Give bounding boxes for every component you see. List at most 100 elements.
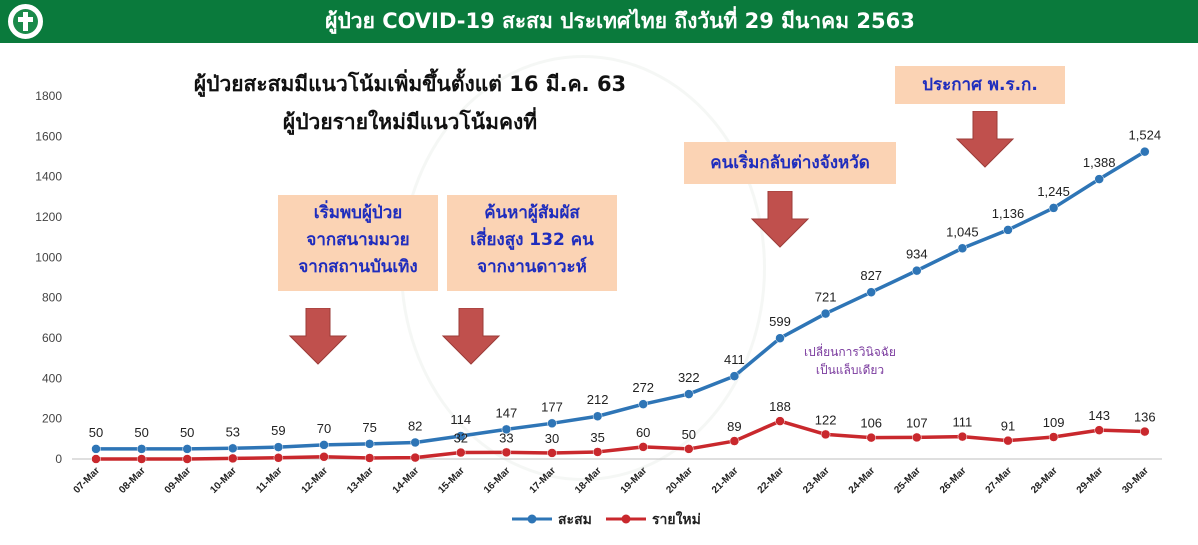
series-new: 32 33 30 35 60 50 89 188 122 106 107 111 91 109 143 136 <box>91 399 1156 464</box>
x-tick-label: 16-Mar <box>482 465 513 496</box>
data-point <box>182 454 192 464</box>
series-line <box>96 419 1145 461</box>
note-line: เปลี่ยนการวินิจฉัย <box>804 345 896 359</box>
data-point <box>319 452 329 462</box>
data-label: 1,388 <box>1083 155 1116 170</box>
callout-return-provinces: คนเริ่มกลับต่างจังหวัด <box>684 142 896 184</box>
data-label: 35 <box>590 430 604 445</box>
data-point <box>273 453 284 463</box>
x-tick-label: 13-Mar <box>345 465 376 496</box>
y-tick-label: 1400 <box>35 170 62 184</box>
data-label: 32 <box>454 431 468 446</box>
legend-label: รายใหม่ <box>652 510 701 528</box>
x-tick-label: 28-Mar <box>1029 465 1060 496</box>
data-point <box>136 454 147 464</box>
page-title: ผู้ป่วย COVID-19 สะสม ประเทศไทย ถึงวันที… <box>325 9 915 33</box>
data-label: 721 <box>815 290 837 305</box>
x-tick-label: 08-Mar <box>117 465 148 496</box>
down-arrow-icon <box>288 308 348 365</box>
data-label: 50 <box>134 425 148 440</box>
data-label: 143 <box>1088 408 1110 423</box>
legend-swatch-marker <box>621 514 631 524</box>
data-label: 1,136 <box>992 206 1025 221</box>
y-tick-label: 1600 <box>35 129 62 143</box>
data-point <box>912 432 922 443</box>
data-point <box>684 389 694 399</box>
data-point <box>136 444 147 454</box>
callout-boxing-stadium: เริ่มพบผู้ป่วย จากสนามมวย จากสถานบันเทิง <box>278 195 438 291</box>
x-axis: 07-Mar 08-Mar 09-Mar 10-Mar 11-Mar 12-Mar 13-M… <box>72 458 1162 496</box>
data-point <box>1048 432 1059 442</box>
data-label: 50 <box>180 425 194 440</box>
x-tick-label: 26-Mar <box>938 465 969 496</box>
callout-emergency-decree: ประกาศ พ.ร.ก. <box>895 66 1065 104</box>
data-label: 188 <box>769 399 791 414</box>
data-point <box>228 453 238 464</box>
legend-item: รายใหม่ <box>606 510 701 528</box>
data-point <box>1094 174 1104 184</box>
data-label: 147 <box>496 405 518 420</box>
data-point <box>820 429 831 440</box>
x-tick-label: 07-Mar <box>72 465 103 496</box>
data-point <box>592 411 603 421</box>
data-label: 70 <box>317 421 331 436</box>
y-tick-label: 1200 <box>35 210 62 224</box>
data-point <box>273 442 284 452</box>
data-label: 50 <box>89 425 103 440</box>
data-label: 411 <box>724 352 745 367</box>
x-tick-label: 11-Mar <box>254 465 284 495</box>
y-axis: 0 200 400 600 800 1000 1200 1400 1600 1800 <box>35 89 62 466</box>
data-label: 322 <box>678 370 700 385</box>
data-label: 107 <box>906 415 928 430</box>
data-point <box>638 399 648 409</box>
data-label: 60 <box>636 425 650 440</box>
y-tick-label: 1800 <box>35 89 62 103</box>
y-tick-label: 1000 <box>35 250 62 264</box>
data-label: 59 <box>271 423 285 438</box>
callout-line: จากสถานบันเทิง <box>298 257 418 277</box>
x-tick-label: 17-Mar <box>528 465 559 496</box>
callout-line: เสี่ยงสูง 132 คน <box>470 230 594 250</box>
data-label: 1,045 <box>946 224 979 239</box>
note-line: เป็นแล็บเดียว <box>815 363 885 377</box>
legend-label: สะสม <box>558 512 592 528</box>
data-label: 212 <box>587 392 609 407</box>
heading-new-trend: ผู้ป่วยรายใหม่มีแนวโน้มคงที่ <box>282 110 538 134</box>
callout-line: ค้นหาผู้สัมผัส <box>484 203 580 223</box>
x-tick-label: 15-Mar <box>436 465 467 496</box>
data-point <box>1003 225 1013 235</box>
data-label: 177 <box>541 399 563 414</box>
ministry-logo-icon <box>6 2 45 41</box>
data-point <box>91 444 101 454</box>
data-point <box>547 448 557 458</box>
data-point <box>319 440 329 450</box>
data-point <box>1048 203 1059 213</box>
data-label: 30 <box>545 431 559 446</box>
legend-item: สะสม <box>512 512 592 528</box>
data-point <box>866 287 876 297</box>
data-point <box>410 452 420 463</box>
chart-legend: สะสม รายใหม่ <box>512 510 701 528</box>
data-point <box>547 418 557 429</box>
data-point <box>866 432 876 443</box>
legend-swatch-marker <box>527 514 537 524</box>
y-tick-label: 600 <box>42 331 62 345</box>
data-label: 91 <box>1001 419 1015 434</box>
data-label: 50 <box>682 427 696 442</box>
header-bar: ผู้ป่วย COVID-19 สะสม ประเทศไทย ถึงวันที… <box>0 0 1198 43</box>
data-label: 272 <box>632 380 654 395</box>
data-point <box>775 416 785 426</box>
x-tick-label: 30-Mar <box>1120 465 1151 496</box>
data-point <box>91 454 101 464</box>
series-layer: 50 50 50 53 59 70 75 82 114 147 177 212 272 322 411 599… <box>89 128 1161 464</box>
data-point <box>912 265 922 276</box>
data-point <box>1094 425 1104 435</box>
y-tick-label: 400 <box>42 371 62 385</box>
callout-line: จากสนามมวย <box>306 230 410 250</box>
data-point <box>1140 146 1150 157</box>
data-point <box>592 447 603 457</box>
data-label: 599 <box>769 314 791 329</box>
data-point <box>364 439 375 449</box>
data-point <box>410 437 420 448</box>
series-cumulative: 50 50 50 53 59 70 75 82 114 147 177 212 272 322 411 599… <box>89 128 1161 454</box>
